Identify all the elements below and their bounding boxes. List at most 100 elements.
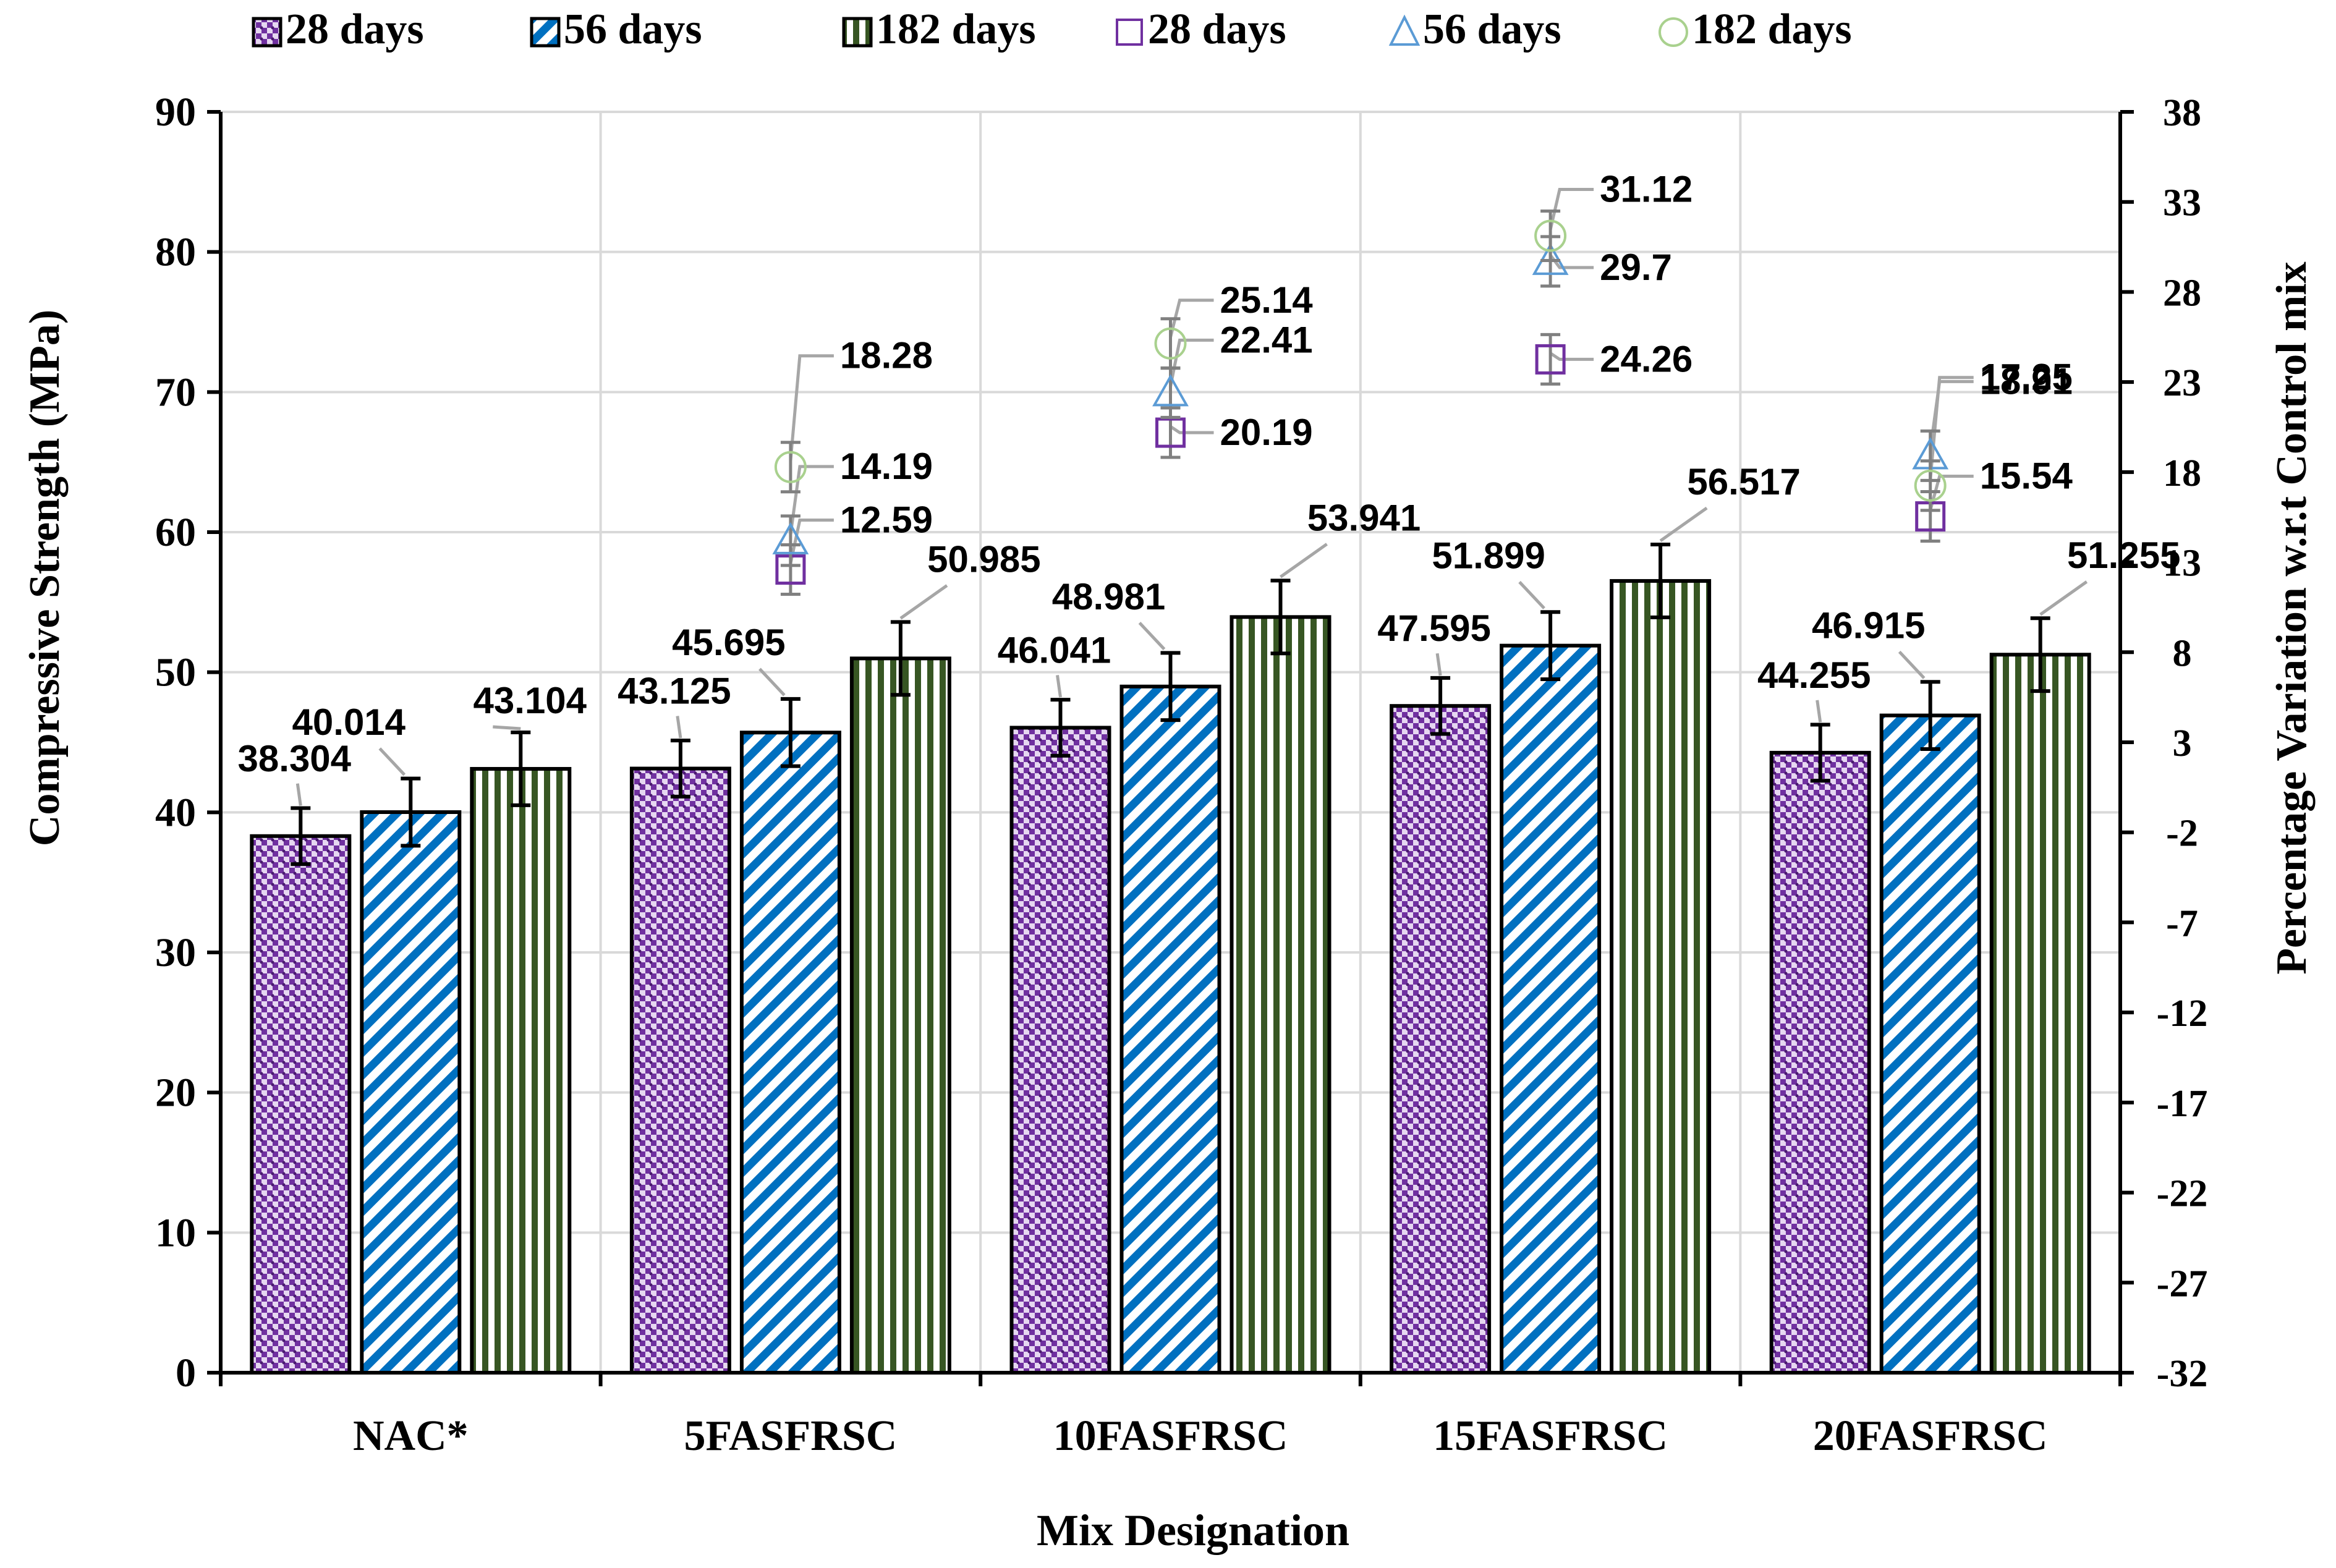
legend-label: 182 days <box>876 6 1036 53</box>
label-leader-line <box>2039 580 2088 616</box>
variation-marker-triangle <box>1152 374 1189 407</box>
bar-28-days-20FASFRSC <box>1769 750 1871 1375</box>
y2-tick-label: 33 <box>2163 182 2201 224</box>
variation-leader-line <box>1169 338 1214 387</box>
legend-swatch <box>252 17 282 48</box>
y2-tick-label: 23 <box>2163 362 2201 404</box>
label-leader-line <box>1280 543 1328 578</box>
label-leader-line <box>1898 650 1926 679</box>
bar-182-days-5FASFRSC <box>849 656 951 1375</box>
label-leader-line <box>758 667 786 697</box>
legend-label: 28 days <box>286 6 424 53</box>
variation-value-label: 12.59 <box>840 499 933 541</box>
variation-leader-line <box>789 465 834 535</box>
bar-value-label: 43.125 <box>618 671 731 712</box>
y2-tick-label: -27 <box>2157 1263 2208 1305</box>
label-leader-line <box>378 747 406 776</box>
y2-axis-title: Percentage Variation w.r.t Control mix <box>2268 261 2316 975</box>
legend-label: 56 days <box>1423 6 1561 53</box>
data-labels: 38.304 43.125 46.041 47.595 44.255 40.014 45.6… <box>238 169 2181 779</box>
bar-value-label: 38.304 <box>238 738 352 779</box>
legend-swatch <box>1388 14 1421 46</box>
legend-swatch <box>842 17 873 48</box>
label-leader-line <box>1138 622 1166 651</box>
y-tick-label: 10 <box>155 1210 196 1255</box>
legend-item: 56 days <box>1388 6 1561 53</box>
y-tick-label: 70 <box>155 370 196 415</box>
y2-tick-label: 28 <box>2163 272 2201 314</box>
axes: 0102030405060708090-32-27-22-17-12-7-238… <box>155 90 2207 1460</box>
bar-value-label: 43.104 <box>474 680 587 721</box>
variation-marker-circle <box>774 451 807 483</box>
bar-value-label: 46.915 <box>1812 605 1926 646</box>
y-tick-label: 0 <box>176 1350 196 1396</box>
y-tick-label: 60 <box>155 510 196 555</box>
bar-value-label: 50.985 <box>927 538 1041 580</box>
variation-value-label: 14.19 <box>840 446 933 487</box>
y2-tick-label: 38 <box>2163 92 2201 134</box>
y-axis-title: Compressive Strength (MPa) <box>21 310 69 846</box>
y-tick-label: 20 <box>155 1070 196 1116</box>
y2-tick-label: 3 <box>2173 723 2192 765</box>
y2-tick-label: -12 <box>2157 993 2208 1035</box>
bar-182-days-NAC* <box>470 766 572 1375</box>
legend-swatch <box>1116 19 1143 46</box>
x-axis-title: Mix Designation <box>1037 1506 1349 1555</box>
y-tick-label: 30 <box>155 930 196 975</box>
bar-182-days-15FASFRSC <box>1610 578 1712 1375</box>
legend-label: 182 days <box>1692 6 1852 53</box>
x-tick-label: 5FASFRSC <box>684 1412 897 1460</box>
label-leader-line <box>1435 653 1442 676</box>
variation-marker-square <box>1155 417 1186 448</box>
variation-leader-line <box>1169 299 1214 338</box>
bars <box>250 578 2091 1375</box>
x-tick-label: 15FASFRSC <box>1433 1412 1668 1460</box>
bar-value-label: 40.014 <box>292 701 406 743</box>
legend-label: 56 days <box>564 6 702 53</box>
variation-value-label: 20.19 <box>1220 412 1313 453</box>
bar-28-days-5FASFRSC <box>629 766 731 1375</box>
bar-value-label: 56.517 <box>1687 461 1801 502</box>
variation-leader-line <box>1549 352 1594 361</box>
variation-value-label: 31.12 <box>1600 169 1693 210</box>
bar-56-days-15FASFRSC <box>1500 643 1602 1375</box>
bar-56-days-20FASFRSC <box>1879 713 1981 1375</box>
label-leader-line <box>1659 506 1708 543</box>
bar-56-days-5FASFRSC <box>739 731 841 1375</box>
bar-182-days-20FASFRSC <box>1989 653 2091 1375</box>
x-tick-label: 10FASFRSC <box>1053 1412 1288 1460</box>
bar-28-days-10FASFRSC <box>1009 726 1111 1375</box>
legend-item: 28 days <box>252 6 424 53</box>
label-leader-line <box>1518 580 1545 609</box>
variation-marker-circle <box>1534 219 1567 252</box>
y-tick-label: 80 <box>155 230 196 275</box>
legend-item: 182 days <box>842 6 1036 53</box>
variation-leader-line <box>789 354 834 461</box>
variation-markers <box>772 210 1949 596</box>
bar-value-label: 47.595 <box>1377 608 1491 649</box>
legend-swatch <box>1659 17 1688 47</box>
y2-tick-label: -22 <box>2157 1173 2208 1215</box>
y2-tick-label: -32 <box>2157 1353 2208 1395</box>
bar-value-label: 53.941 <box>1307 497 1421 538</box>
variation-value-label: 29.7 <box>1600 247 1672 288</box>
variation-marker-circle <box>1914 469 1947 502</box>
variation-value-label: 25.14 <box>1220 279 1314 321</box>
bar-value-label: 51.899 <box>1432 535 1545 577</box>
bar-value-label: 46.041 <box>998 629 1111 671</box>
y-tick-label: 90 <box>155 90 196 135</box>
label-leaders <box>295 188 2088 806</box>
legend-item: 182 days <box>1659 6 1852 53</box>
variation-value-label: 22.41 <box>1220 319 1313 360</box>
legend-item: 28 days <box>1116 6 1286 53</box>
label-leader-line <box>1056 675 1062 698</box>
legend-label: 28 days <box>1148 6 1286 53</box>
bar-value-label: 44.255 <box>1757 655 1871 696</box>
variation-marker-circle <box>1154 327 1187 360</box>
variation-value-label: 15.54 <box>1980 456 2073 497</box>
bar-value-label: 51.255 <box>2067 535 2181 576</box>
legend: 28 days 56 days 182 days 28 days 56 days 182 … <box>252 6 1852 53</box>
y2-tick-label: -17 <box>2157 1083 2208 1125</box>
bar-value-label: 45.695 <box>672 622 786 663</box>
